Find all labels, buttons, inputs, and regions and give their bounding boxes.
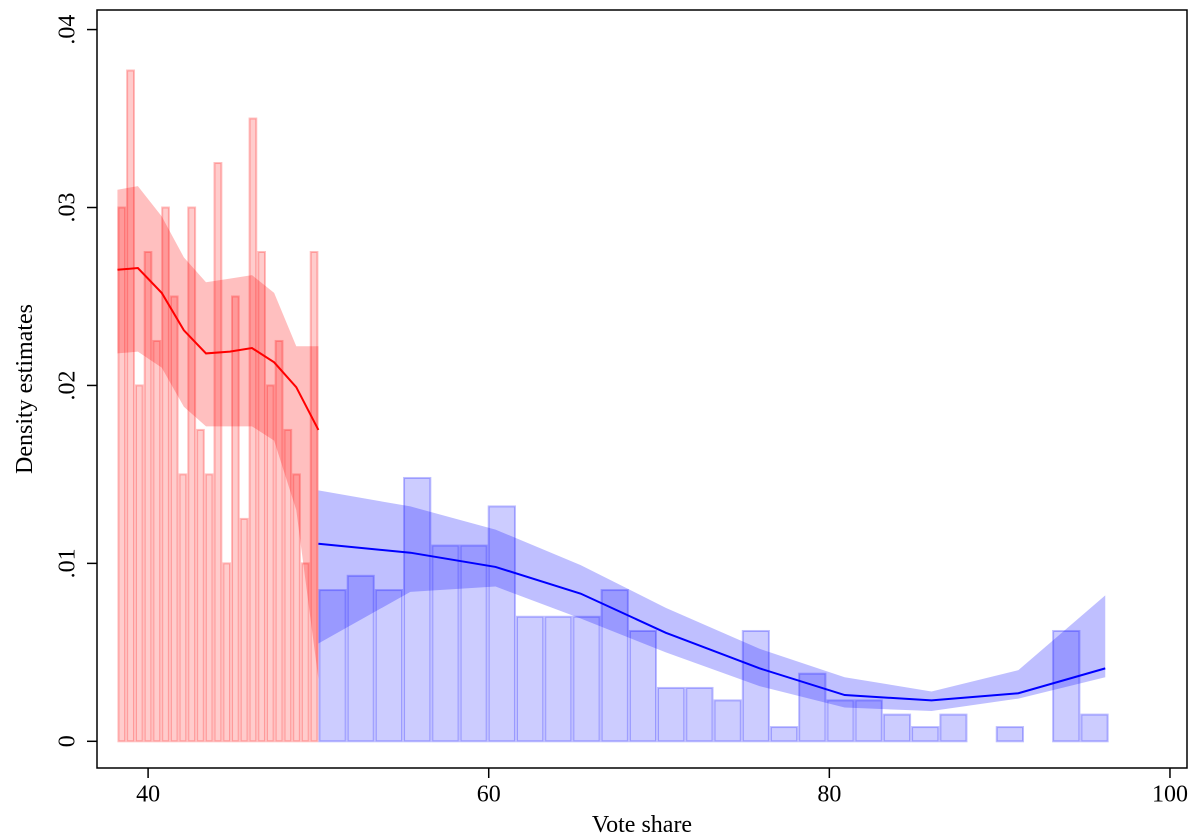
histogram-bar bbox=[346, 574, 375, 743]
histogram-bar bbox=[600, 589, 629, 743]
histogram-bar bbox=[431, 544, 460, 743]
plot-frame bbox=[96, 9, 1188, 769]
histogram-bar bbox=[459, 544, 488, 743]
histogram-bar bbox=[134, 384, 144, 743]
histogram-bar bbox=[204, 473, 214, 743]
histogram-bar bbox=[239, 517, 249, 743]
y-tick-label: .04 bbox=[55, 15, 81, 45]
confidence-band bbox=[117, 186, 319, 680]
y-tick-label: 0 bbox=[55, 735, 81, 747]
histogram-bar bbox=[656, 686, 686, 743]
histogram-bar bbox=[911, 726, 940, 743]
histogram-bar bbox=[143, 250, 153, 743]
histogram-bar bbox=[178, 473, 188, 743]
histogram-bar bbox=[995, 726, 1025, 743]
confidence-band bbox=[318, 490, 1106, 712]
histogram-bar bbox=[292, 473, 301, 743]
histogram-bar bbox=[248, 117, 258, 743]
density-line bbox=[318, 542, 1106, 702]
histogram-bar bbox=[318, 589, 347, 743]
histogram-bar bbox=[403, 476, 432, 743]
x-tick-label: 80 bbox=[817, 782, 841, 808]
histogram-bar bbox=[152, 339, 162, 743]
histogram-bar bbox=[309, 250, 319, 743]
density-line bbox=[117, 266, 320, 431]
histogram-bar bbox=[283, 428, 293, 743]
histogram-bar bbox=[544, 615, 573, 743]
histogram-bar bbox=[274, 339, 284, 743]
histogram-bar bbox=[515, 615, 545, 743]
histogram-bar bbox=[826, 699, 855, 743]
histogram-bar bbox=[741, 629, 770, 743]
histogram-bar bbox=[161, 206, 170, 743]
histogram-bar bbox=[939, 713, 968, 743]
x-tick-label: 40 bbox=[136, 782, 160, 808]
y-axis-label: Density estimates bbox=[12, 304, 38, 474]
histogram-bar bbox=[117, 206, 127, 743]
x-tick-label: 100 bbox=[1152, 782, 1188, 808]
x-tick-label: 60 bbox=[477, 782, 501, 808]
histogram-bar bbox=[187, 206, 197, 743]
histogram-bar bbox=[196, 428, 205, 743]
histogram-bar bbox=[572, 615, 601, 743]
y-tick-label: .01 bbox=[55, 548, 81, 578]
histogram-bar bbox=[257, 250, 266, 743]
histogram-bar bbox=[374, 589, 404, 743]
histogram-bar bbox=[487, 505, 516, 743]
histogram-bar bbox=[265, 384, 275, 743]
y-tick-label: .03 bbox=[55, 193, 81, 223]
histogram-bar bbox=[685, 686, 714, 743]
histogram-bar bbox=[222, 562, 232, 743]
y-tick-label: .02 bbox=[55, 370, 81, 400]
histogram-bar bbox=[1080, 713, 1109, 743]
histogram-bar bbox=[213, 162, 223, 743]
histogram-bar bbox=[300, 562, 310, 743]
histogram-bar bbox=[769, 726, 799, 743]
histogram-bar bbox=[882, 713, 912, 743]
histogram-bar bbox=[1052, 629, 1081, 743]
histogram-bar bbox=[126, 69, 135, 743]
histogram-bar bbox=[169, 295, 179, 743]
histogram-bar bbox=[854, 699, 883, 743]
histogram-bar bbox=[713, 699, 742, 743]
histogram-bar bbox=[628, 629, 657, 743]
x-axis-label: Vote share bbox=[592, 812, 692, 838]
histogram-bar bbox=[231, 295, 240, 743]
